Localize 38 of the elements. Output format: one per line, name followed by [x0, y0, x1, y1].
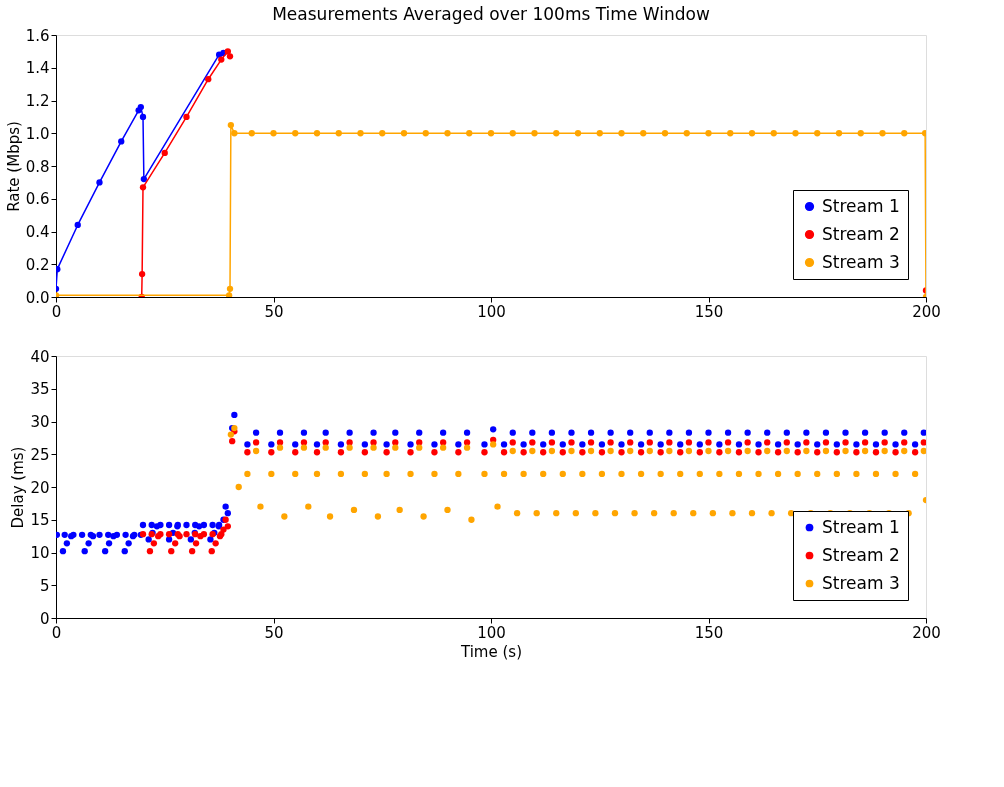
- y-tick-label: 35: [30, 380, 50, 399]
- legend-label: Stream 2: [822, 544, 900, 565]
- x-tick-label: 50: [264, 623, 284, 642]
- y-tick-label: 1.2: [25, 92, 50, 110]
- y-axis-title: Delay (ms): [9, 446, 28, 529]
- y-tick-label: 1.6: [25, 26, 50, 45]
- y-tick-label: 0.6: [25, 190, 50, 209]
- legend-label: Stream 2: [822, 223, 900, 244]
- x-tick-label: 0: [51, 302, 62, 321]
- y-tick-label: 10: [30, 544, 50, 562]
- y-tick-label: 15: [30, 511, 50, 530]
- x-tick-label: 150: [694, 623, 724, 642]
- legend-label: Stream 3: [822, 572, 900, 593]
- y-tick-label: 0.8: [25, 157, 50, 176]
- x-tick-label: 150: [694, 302, 724, 321]
- y-tick-label: 0.4: [25, 223, 50, 241]
- y-tick-label: 0: [39, 609, 50, 628]
- y-axis-title: Rate (Mbps): [4, 121, 23, 212]
- y-tick-label: 1.0: [25, 124, 50, 143]
- x-axis-title: Time (s): [460, 642, 522, 661]
- y-tick-label: 40: [30, 347, 50, 366]
- legend-label: Stream 1: [822, 516, 900, 537]
- y-tick-label: 1.4: [25, 59, 50, 78]
- x-tick-label: 200: [912, 623, 941, 642]
- chart-title: Measurements Averaged over 100ms Time Window: [272, 4, 710, 24]
- x-tick-label: 50: [264, 302, 284, 321]
- x-tick-label: 100: [477, 302, 506, 321]
- legend-label: Stream 3: [822, 251, 900, 272]
- x-tick-label: 200: [912, 302, 941, 321]
- x-tick-label: 100: [477, 623, 506, 642]
- y-tick-label: 0.0: [25, 288, 50, 307]
- y-tick-label: 5: [39, 576, 50, 595]
- legend-label: Stream 1: [822, 195, 900, 216]
- y-tick-label: 25: [30, 445, 50, 464]
- y-tick-label: 0.2: [25, 255, 50, 274]
- y-tick-label: 20: [30, 478, 50, 497]
- x-tick-label: 0: [51, 623, 62, 642]
- y-tick-label: 30: [30, 413, 50, 431]
